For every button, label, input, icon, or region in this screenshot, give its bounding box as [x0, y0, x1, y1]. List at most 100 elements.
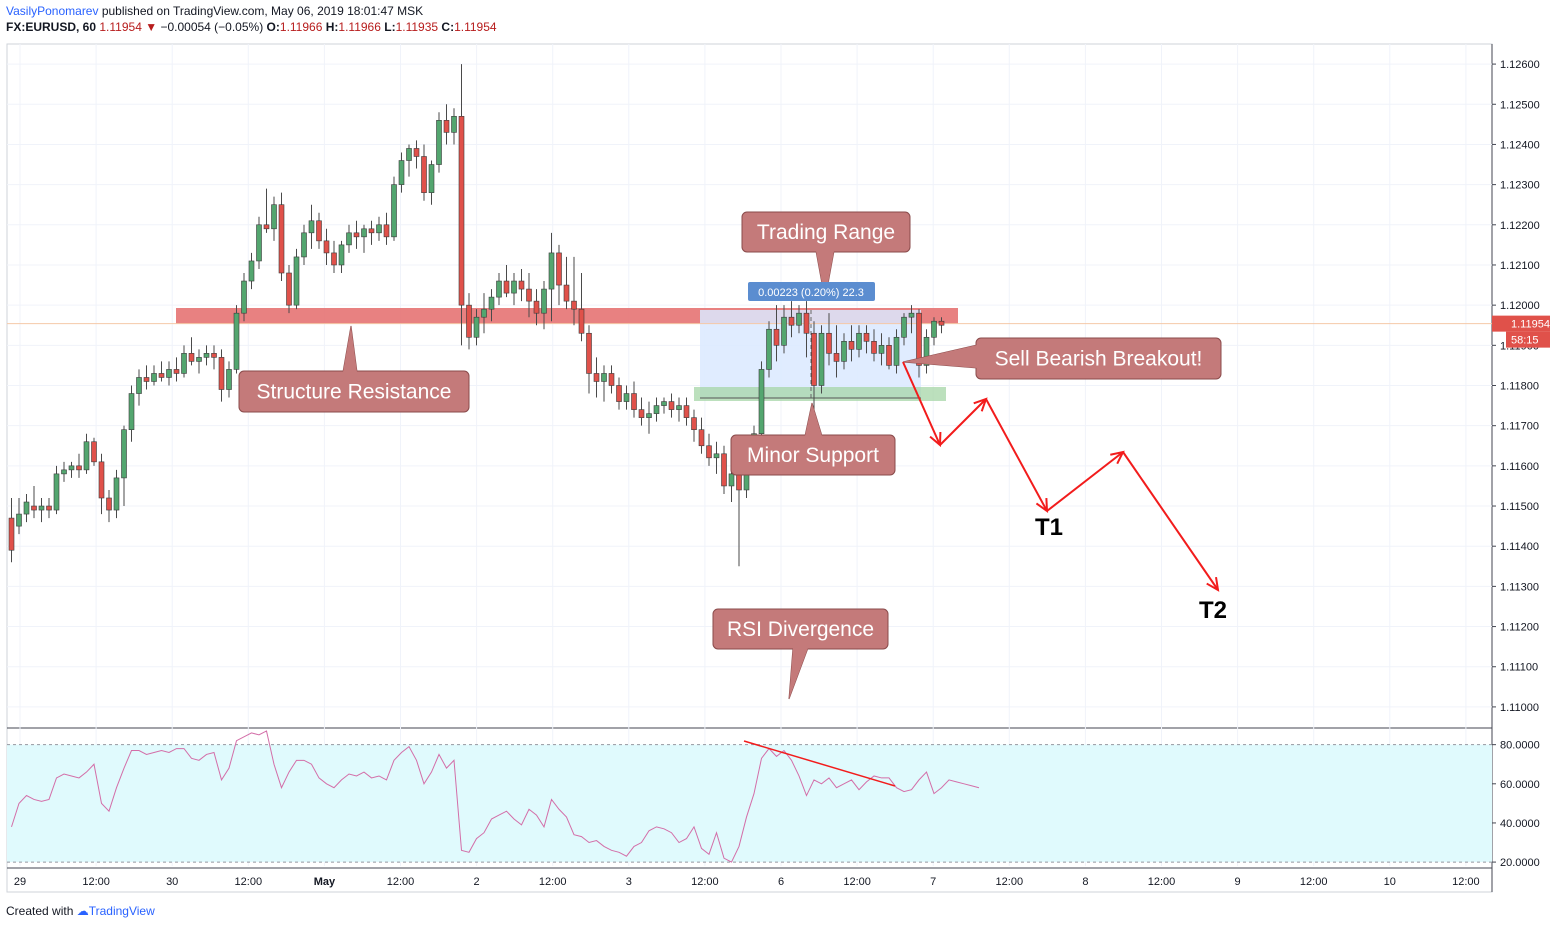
rsi-tick-label: 80.0000	[1500, 740, 1540, 752]
y-tick-label: 1.12600	[1500, 59, 1540, 71]
candle-body	[646, 413, 652, 418]
projection-arrow-5	[1122, 451, 1220, 592]
candle-body	[113, 477, 120, 511]
y-tick-label: 1.12000	[1500, 300, 1540, 312]
projection-arrow-5-path	[1122, 451, 1219, 591]
candle-body	[211, 353, 217, 358]
candle-body	[158, 373, 165, 378]
candle-body	[136, 377, 142, 394]
candle-body	[406, 148, 412, 161]
ohlc-line: FX:EURUSD, 60 1.11954 ▼ −0.00054 (−0.05%…	[6, 19, 497, 35]
y-tick-label: 1.12300	[1500, 180, 1540, 192]
candle-body	[428, 164, 435, 193]
rsi-divergence-callout-label: RSI Divergence	[727, 618, 874, 641]
last-price: 1.11954	[99, 20, 142, 34]
candle-body	[451, 116, 457, 133]
sell-breakout-callout: Sell Bearish Breakout!	[902, 337, 1222, 380]
measure-badge	[748, 282, 875, 301]
candle-body	[481, 308, 487, 318]
candle-body	[301, 232, 307, 258]
candle-body	[773, 328, 780, 346]
candle-body	[803, 312, 810, 334]
rsi-divergence-line	[743, 740, 896, 787]
x-tick-label: 9	[1235, 876, 1241, 888]
candle-body	[781, 316, 787, 346]
candle-body	[586, 332, 592, 374]
y-tick-label: 1.11700	[1500, 421, 1539, 433]
candle-body	[143, 377, 150, 382]
x-tick-label: 3	[626, 876, 632, 888]
x-tick-label: 12:00	[996, 876, 1024, 888]
open-value: 1.11966	[279, 20, 323, 34]
candle-body	[593, 373, 600, 382]
measure-badge-text: 0.00223 (0.20%) 22.3	[758, 287, 864, 299]
rsi-panel	[7, 730, 1492, 863]
candle-body	[263, 224, 270, 230]
structure-resistance-callout-tail-fill	[343, 326, 357, 372]
candle-body	[893, 336, 900, 366]
open-label: O:	[266, 20, 280, 34]
candle-body	[638, 409, 645, 418]
x-tick-label: 12:00	[843, 876, 871, 888]
candle-body	[173, 369, 180, 374]
candle-body	[608, 373, 615, 386]
author-link[interactable]: VasilyPonomarev	[6, 4, 99, 18]
candle-body	[23, 501, 30, 515]
x-tick-label: 12:00	[235, 876, 263, 888]
candle-body	[473, 316, 480, 338]
symbol-label[interactable]: FX:EURUSD, 60	[6, 20, 97, 34]
x-tick-label: 30	[166, 876, 178, 888]
axes: 1.12600 1.12500 1.12400 1.12300 1.12200 1.121…	[14, 59, 1550, 888]
candle-body	[308, 220, 315, 234]
candle-body	[736, 473, 742, 491]
low-label: L:	[384, 20, 396, 34]
candle-body	[128, 393, 135, 430]
candle-body	[691, 417, 697, 430]
candle-body	[256, 224, 262, 262]
candle-body	[601, 373, 607, 382]
tradingview-brand[interactable]: TradingView	[88, 904, 155, 918]
structure-resistance-callout: Structure Resistance	[238, 325, 470, 413]
candle-body	[653, 405, 660, 414]
projection-arrow-5-head	[1206, 576, 1220, 592]
candle-body	[188, 353, 195, 362]
candle-body	[98, 461, 105, 499]
x-tick-label: 12:00	[1148, 876, 1176, 888]
candle-body	[38, 505, 45, 511]
candle-body	[421, 156, 427, 193]
candle-body	[533, 300, 540, 314]
low-value: 1.11935	[395, 20, 439, 34]
candle-body	[916, 312, 922, 366]
rsi-tick-label: 60.0000	[1500, 779, 1540, 791]
x-tick-label: 12:00	[82, 876, 110, 888]
candle-body	[466, 304, 472, 338]
x-tick-label: 2	[474, 876, 480, 888]
grid	[6, 43, 1493, 893]
footer: Created with ☁TradingView	[6, 904, 155, 918]
candle-body	[863, 332, 870, 342]
candle-body	[841, 341, 847, 362]
publish-line: VasilyPonomarev published on TradingView…	[6, 3, 497, 19]
candle-body	[503, 280, 510, 294]
projection-arrow-3	[985, 398, 1049, 514]
candle-body	[166, 369, 172, 378]
candle-body	[316, 220, 322, 242]
tradingview-logo-icon[interactable]: ☁	[76, 904, 89, 918]
chart-header: VasilyPonomarev published on TradingView…	[6, 3, 497, 43]
candle-body	[706, 445, 712, 459]
high-label: H:	[325, 20, 339, 34]
candle-body	[383, 224, 390, 238]
candle-body	[151, 373, 157, 382]
candle-body	[541, 288, 547, 314]
y-tick-label: 1.12400	[1500, 139, 1540, 151]
candle-body	[563, 284, 570, 302]
down-arrow-icon: ▼	[145, 20, 158, 34]
projection-arrow-3-path	[985, 398, 1048, 512]
candle-body	[886, 345, 892, 366]
projection-arrow-1-path	[902, 361, 941, 446]
candle-body	[811, 332, 817, 386]
candle-body	[488, 296, 495, 310]
candle-body	[203, 353, 210, 358]
sell-breakout-callout-tail-fill	[903, 345, 977, 368]
